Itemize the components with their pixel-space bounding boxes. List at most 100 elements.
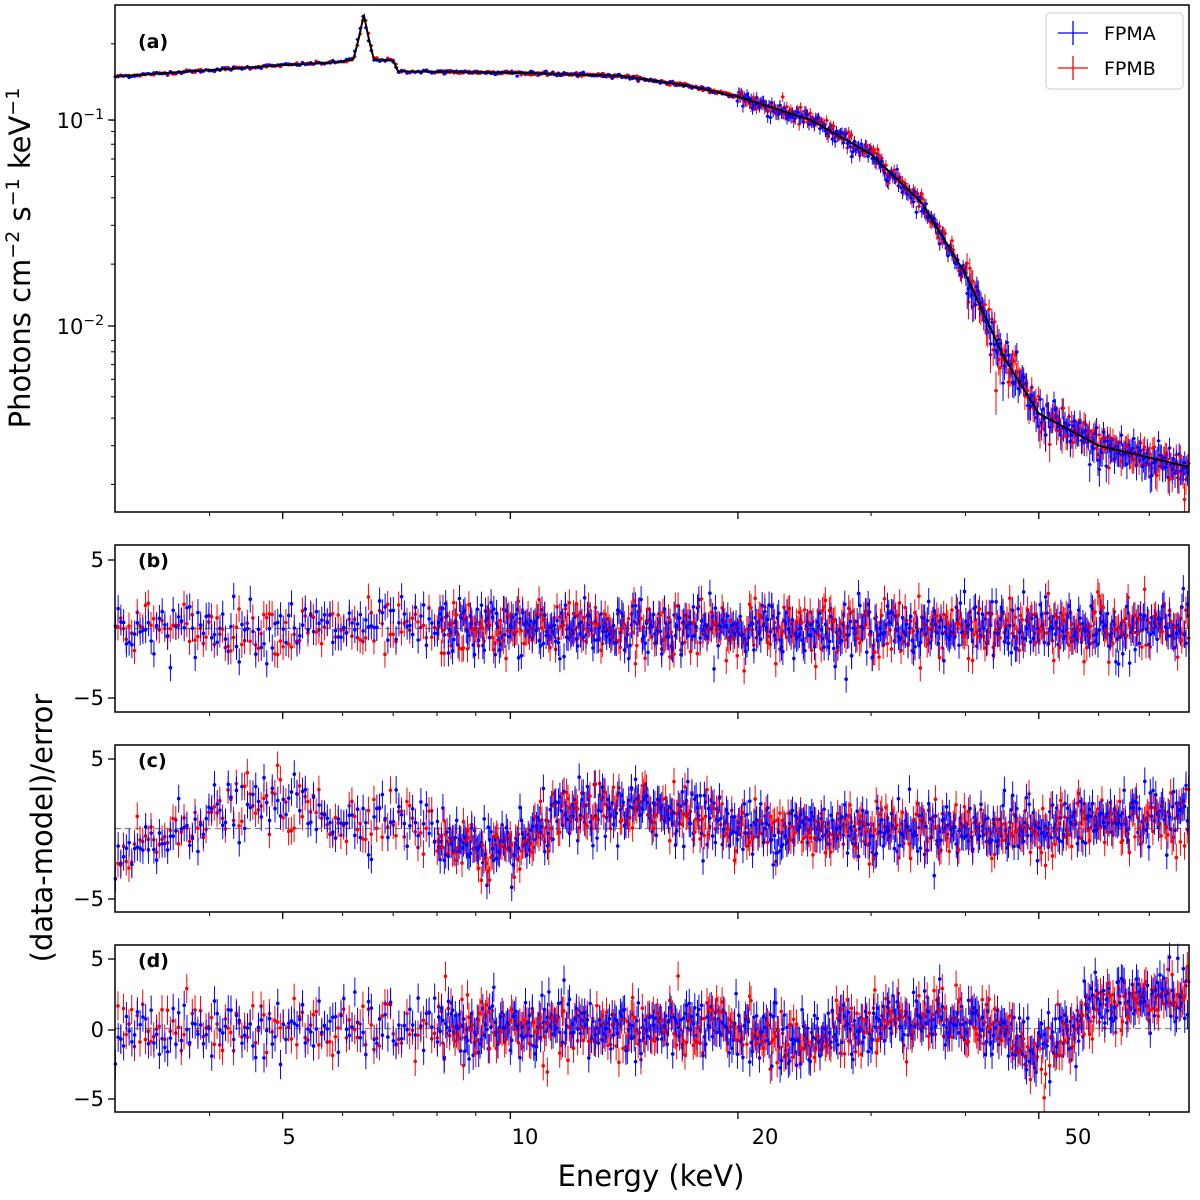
residual-point-fpma bbox=[165, 622, 170, 650]
residual-point-fpmb bbox=[253, 799, 258, 828]
spectrum-point-fpma bbox=[259, 66, 264, 71]
residual-point-fpma bbox=[278, 802, 283, 830]
residual-point-fpma bbox=[253, 1042, 258, 1073]
residual-point-fpma bbox=[138, 1009, 142, 1040]
residual-point-fpma bbox=[369, 845, 374, 874]
residual-point-fpmb bbox=[215, 604, 219, 632]
residual-point-fpma bbox=[275, 988, 280, 1019]
residual-point-fpma bbox=[176, 998, 181, 1028]
residual-point-fpmb bbox=[842, 1039, 847, 1069]
residual-point-fpma bbox=[309, 601, 313, 629]
residual-point-fpma bbox=[256, 615, 261, 643]
panel-a-y-axis-label: Photons cm−2 s−1 keV−1 bbox=[2, 88, 37, 429]
residual-point-fpma bbox=[165, 1037, 170, 1067]
residual-point-fpmb bbox=[286, 630, 291, 658]
residual-point-fpma bbox=[896, 784, 901, 813]
residual-point-fpma bbox=[322, 601, 327, 629]
residual-point-fpmb bbox=[443, 961, 448, 991]
residual-point-fpmb bbox=[617, 1047, 621, 1077]
residual-point-fpma bbox=[132, 834, 137, 863]
residual-point-fpmb bbox=[1182, 831, 1187, 860]
residual-point-fpma bbox=[1021, 578, 1026, 606]
panel-c-residuals: (c) 5 −5 bbox=[73, 744, 1191, 913]
residual-point-fpma bbox=[588, 988, 592, 1019]
residual-point-fpma bbox=[152, 640, 156, 668]
residual-point-fpma bbox=[185, 594, 189, 622]
residual-point-fpma bbox=[792, 645, 796, 672]
panel-b-letter: (b) bbox=[138, 550, 169, 572]
residual-point-fpma bbox=[408, 994, 412, 1024]
residual-point-fpmb bbox=[1133, 822, 1137, 851]
residual-point-fpma bbox=[226, 770, 231, 799]
residual-point-fpma bbox=[220, 600, 225, 628]
residual-point-fpma bbox=[237, 1005, 242, 1036]
residual-point-fpmb bbox=[421, 1005, 426, 1036]
residual-point-fpmb bbox=[383, 640, 387, 668]
residual-point-fpma bbox=[116, 832, 120, 860]
residual-point-fpma bbox=[256, 1012, 261, 1042]
residual-point-fpma bbox=[242, 616, 247, 644]
residual-point-fpma bbox=[281, 1009, 286, 1040]
residual-point-fpmb bbox=[319, 630, 324, 658]
residual-point-fpmb bbox=[262, 1000, 266, 1030]
residual-point-fpmb bbox=[297, 771, 302, 800]
residual-point-fpma bbox=[149, 819, 153, 848]
residual-point-fpma bbox=[380, 780, 385, 809]
residual-point-fpmb bbox=[165, 995, 170, 1025]
residual-point-fpmb bbox=[1178, 827, 1183, 856]
residual-point-fpmb bbox=[182, 1019, 186, 1050]
spectrum-point-fpma bbox=[914, 205, 919, 220]
residual-point-fpma bbox=[281, 615, 286, 643]
residual-point-fpma bbox=[350, 801, 354, 829]
residual-point-fpma bbox=[701, 846, 705, 875]
residual-point-fpma bbox=[424, 791, 429, 819]
residual-point-fpmb bbox=[187, 627, 192, 655]
residual-point-fpma bbox=[408, 811, 412, 840]
residual-point-fpma bbox=[615, 832, 620, 860]
residual-point-fpma bbox=[295, 780, 299, 809]
residual-point-fpma bbox=[163, 611, 167, 639]
residual-point-fpma bbox=[198, 611, 203, 639]
residual-point-fpma bbox=[270, 1029, 275, 1059]
residual-point-fpma bbox=[562, 965, 566, 995]
residual-point-fpma bbox=[366, 986, 371, 1017]
residual-point-fpmb bbox=[289, 816, 294, 845]
residual-point-fpma bbox=[292, 614, 297, 642]
y-tick-label-1e-1-exp: −1 bbox=[83, 107, 104, 123]
residual-point-fpma bbox=[119, 849, 123, 878]
residual-point-fpma bbox=[284, 800, 288, 829]
residual-point-fpmb bbox=[407, 1019, 412, 1050]
residual-point-fpma bbox=[234, 1000, 239, 1031]
spectrum-point-fpmb bbox=[780, 92, 785, 103]
residual-point-fpma bbox=[399, 583, 404, 611]
residual-point-fpma bbox=[355, 1007, 360, 1038]
residual-point-fpma bbox=[394, 625, 398, 653]
residual-point-fpma bbox=[116, 1022, 120, 1052]
residual-point-fpma bbox=[328, 1006, 332, 1036]
residual-point-fpma bbox=[309, 1017, 313, 1047]
residual-point-fpma bbox=[314, 815, 319, 844]
residual-point-fpmb bbox=[278, 765, 283, 794]
spectrum-point-fpma bbox=[610, 76, 615, 80]
residual-point-fpma bbox=[163, 1032, 167, 1063]
y-tick-label-1e-2-base: 10 bbox=[57, 315, 84, 339]
residual-point-fpma bbox=[248, 585, 253, 613]
residual-point-fpma bbox=[424, 631, 429, 659]
residual-point-fpmb bbox=[129, 995, 134, 1025]
residual-point-fpma bbox=[1035, 846, 1040, 875]
residual-point-fpma bbox=[259, 633, 264, 661]
residual-point-fpma bbox=[242, 1020, 247, 1050]
residual-point-fpma bbox=[289, 777, 294, 806]
residual-point-fpma bbox=[278, 602, 283, 630]
residual-point-fpma bbox=[369, 612, 374, 640]
residual-point-fpmb bbox=[405, 787, 409, 816]
residual-point-fpma bbox=[154, 1019, 159, 1049]
panel-b-data bbox=[113, 575, 1191, 693]
panel-c-y-tick-minus5: −5 bbox=[73, 887, 104, 911]
residual-point-fpma bbox=[1063, 789, 1067, 818]
residual-point-fpma bbox=[295, 1010, 299, 1041]
residual-point-fpma bbox=[190, 824, 195, 853]
residual-point-fpmb bbox=[176, 829, 181, 858]
residual-point-fpmb bbox=[566, 1045, 570, 1075]
